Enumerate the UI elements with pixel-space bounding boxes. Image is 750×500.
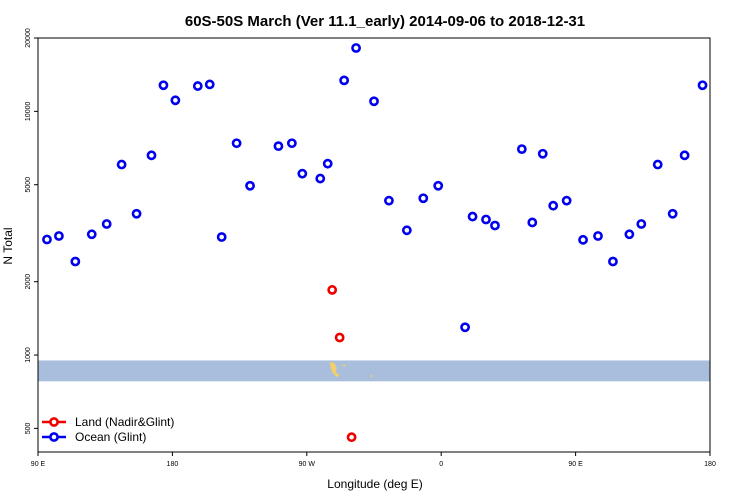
x-tick-label: 90 W	[299, 461, 316, 468]
x-tick-label: 0	[439, 461, 443, 468]
y-tick-label: 10000	[25, 102, 32, 122]
data-point	[667, 208, 678, 219]
data-point	[561, 195, 572, 206]
data-point	[608, 256, 618, 267]
data-point	[369, 96, 379, 107]
data-point	[54, 231, 64, 241]
data-point	[401, 225, 412, 236]
data-point	[273, 141, 284, 152]
legend-label: Ocean (Glint)	[75, 430, 146, 444]
data-point	[578, 234, 588, 245]
y-axis-label: N Total	[1, 227, 15, 264]
legend-marker	[49, 432, 59, 442]
band-layer	[38, 360, 710, 382]
y-tick-label: 2000	[25, 274, 32, 290]
data-point	[384, 195, 394, 206]
x-axis: 90 E 180 90 W 0 90 E 180	[31, 452, 716, 468]
data-point	[652, 159, 663, 170]
data-point	[346, 432, 357, 443]
y-tick-label: 5000	[25, 177, 32, 193]
data-point	[467, 211, 478, 222]
data-point	[334, 332, 345, 343]
latitude-band	[38, 360, 710, 382]
data-point	[42, 234, 52, 245]
data-point	[101, 219, 112, 229]
data-point	[548, 200, 559, 211]
plot-frame	[37, 37, 711, 453]
data-point	[216, 232, 227, 242]
data-point	[327, 285, 338, 295]
x-tick-label: 180	[704, 461, 716, 468]
data-point	[593, 231, 603, 241]
data-point	[116, 159, 127, 170]
x-tick-label: 180	[167, 461, 179, 468]
points-layer	[42, 43, 708, 443]
data-point	[636, 219, 647, 229]
legend-item: Ocean (Glint)	[42, 430, 146, 444]
data-point	[231, 138, 242, 149]
data-point	[418, 193, 429, 204]
data-point	[158, 80, 169, 91]
data-point	[339, 75, 350, 86]
data-point	[192, 81, 203, 91]
series-land	[327, 285, 357, 443]
legend-item: Land (Nadir&Glint)	[42, 415, 174, 429]
data-point	[204, 79, 215, 90]
data-point	[490, 220, 500, 231]
data-point	[481, 214, 491, 225]
y-tick-label: 1000	[25, 347, 32, 363]
land-feature-shape	[329, 362, 340, 378]
data-point	[351, 43, 361, 53]
data-point	[460, 322, 470, 333]
data-point	[245, 180, 255, 191]
y-axis: 500 1000 2000 5000 10000 20000	[25, 28, 38, 434]
data-point	[322, 158, 333, 169]
data-point	[70, 256, 81, 267]
y-tick-label: 20000	[25, 28, 32, 48]
data-point	[527, 217, 538, 228]
data-point	[516, 144, 527, 155]
data-point	[679, 150, 690, 161]
data-point	[170, 95, 181, 106]
y-tick-label: 500	[25, 422, 32, 434]
legend-marker	[49, 417, 59, 427]
data-point	[697, 80, 708, 91]
series-ocean	[42, 43, 708, 333]
legend-label: Land (Nadir&Glint)	[75, 415, 174, 429]
data-point	[297, 168, 308, 179]
x-axis-label: Longitude (deg E)	[327, 477, 422, 491]
chart-title: 60S-50S March (Ver 11.1_early) 2014-09-0…	[185, 13, 585, 30]
data-point	[86, 229, 97, 240]
x-tick-label: 90 E	[31, 461, 46, 468]
data-point	[315, 173, 326, 184]
data-point	[131, 208, 142, 219]
land-feature-dot	[342, 364, 346, 367]
data-point	[624, 229, 635, 240]
data-point	[433, 180, 444, 191]
data-point	[286, 138, 297, 149]
land-features	[329, 362, 373, 378]
data-point	[537, 148, 548, 159]
legend: Land (Nadir&Glint)Ocean (Glint)	[42, 415, 174, 444]
land-feature-dot	[370, 375, 373, 378]
data-point	[146, 150, 157, 161]
x-tick-label: 90 E	[568, 461, 583, 468]
